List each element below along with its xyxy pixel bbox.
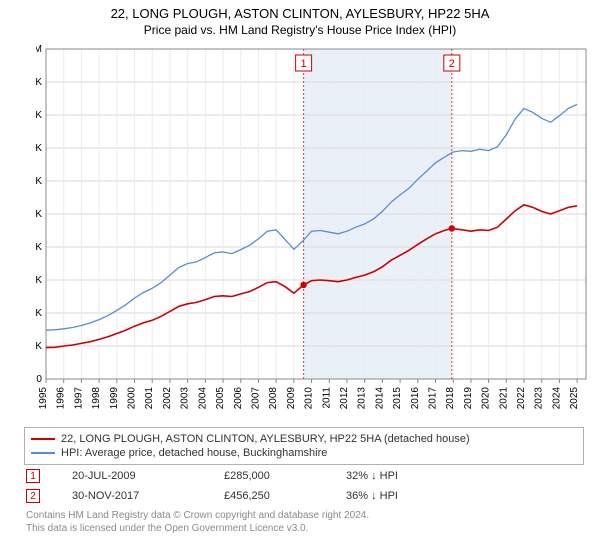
chart-title: 22, LONG PLOUGH, ASTON CLINTON, AYLESBUR… [0,0,600,21]
svg-text:2: 2 [449,58,455,70]
line-chart-svg: £0 £100K £200K £300K £400K £500K £600K £700K £80… [36,41,596,421]
svg-text:£600K: £600K [36,176,42,187]
svg-text:1998: 1998 [91,387,102,410]
svg-text:2023: 2023 [534,387,545,410]
svg-text:2025: 2025 [569,387,580,410]
sale-price: £285,000 [224,470,314,482]
svg-text:£800K: £800K [36,110,42,121]
footer-line: This data is licensed under the Open Gov… [26,522,584,535]
svg-text:2005: 2005 [215,387,226,410]
legend-label: HPI: Average price, detached house, Buck… [61,447,327,459]
sale-date: 30-NOV-2017 [72,490,192,502]
svg-text:2000: 2000 [127,387,138,410]
svg-text:1997: 1997 [73,387,84,410]
svg-text:2010: 2010 [304,387,315,410]
svg-text:2008: 2008 [268,387,279,410]
svg-text:2020: 2020 [481,387,492,410]
sale-row: 2 30-NOV-2017 £456,250 36% ↓ HPI [24,485,584,505]
sale-row: 1 20-JUL-2009 £285,000 32% ↓ HPI [24,465,584,485]
svg-text:2004: 2004 [197,387,208,410]
svg-text:£400K: £400K [36,242,42,253]
legend-swatch-blue [31,452,55,454]
svg-text:2018: 2018 [445,387,456,410]
chart-container: 22, LONG PLOUGH, ASTON CLINTON, AYLESBUR… [0,0,600,560]
chart-plot: £0 £100K £200K £300K £400K £500K £600K £700K £80… [36,41,596,421]
footer-attribution: Contains HM Land Registry data © Crown c… [24,505,584,535]
svg-text:2019: 2019 [463,387,474,410]
svg-text:1999: 1999 [109,387,120,410]
svg-text:1995: 1995 [38,387,49,410]
svg-text:2016: 2016 [410,387,421,410]
footer-line: Contains HM Land Registry data © Crown c… [26,509,584,522]
svg-text:£500K: £500K [36,209,42,220]
sale-badge: 1 [26,469,40,483]
svg-text:£900K: £900K [36,77,42,88]
sale-delta: 36% ↓ HPI [346,490,436,502]
svg-text:2022: 2022 [516,387,527,410]
svg-text:2007: 2007 [250,387,261,410]
svg-text:2006: 2006 [233,387,244,410]
svg-text:£1M: £1M [36,44,42,55]
svg-text:2001: 2001 [144,387,155,410]
sale-delta: 32% ↓ HPI [346,470,436,482]
svg-text:1996: 1996 [56,387,67,410]
svg-text:2015: 2015 [392,387,403,410]
svg-text:2012: 2012 [339,387,350,410]
svg-text:£0: £0 [36,374,42,385]
legend-swatch-red [31,438,55,440]
legend: 22, LONG PLOUGH, ASTON CLINTON, AYLESBUR… [24,427,584,465]
svg-text:£100K: £100K [36,341,42,352]
chart-subtitle: Price paid vs. HM Land Registry's House … [0,21,600,41]
legend-label: 22, LONG PLOUGH, ASTON CLINTON, AYLESBUR… [61,433,470,445]
legend-row: HPI: Average price, detached house, Buck… [31,446,577,460]
svg-text:2009: 2009 [286,387,297,410]
svg-text:2017: 2017 [428,387,439,410]
svg-text:2014: 2014 [374,387,385,410]
svg-text:1: 1 [301,58,307,70]
sale-date: 20-JUL-2009 [72,470,192,482]
below-chart-block: 22, LONG PLOUGH, ASTON CLINTON, AYLESBUR… [24,427,584,535]
legend-row: 22, LONG PLOUGH, ASTON CLINTON, AYLESBUR… [31,432,577,446]
svg-text:2021: 2021 [498,387,509,410]
svg-text:2011: 2011 [321,387,332,409]
svg-text:£200K: £200K [36,308,42,319]
svg-text:2002: 2002 [162,387,173,410]
svg-text:£300K: £300K [36,275,42,286]
svg-text:2024: 2024 [551,387,562,410]
svg-text:2013: 2013 [357,387,368,410]
sale-price: £456,250 [224,490,314,502]
svg-text:£700K: £700K [36,143,42,154]
svg-text:2003: 2003 [180,387,191,410]
sale-badge: 2 [26,489,40,503]
